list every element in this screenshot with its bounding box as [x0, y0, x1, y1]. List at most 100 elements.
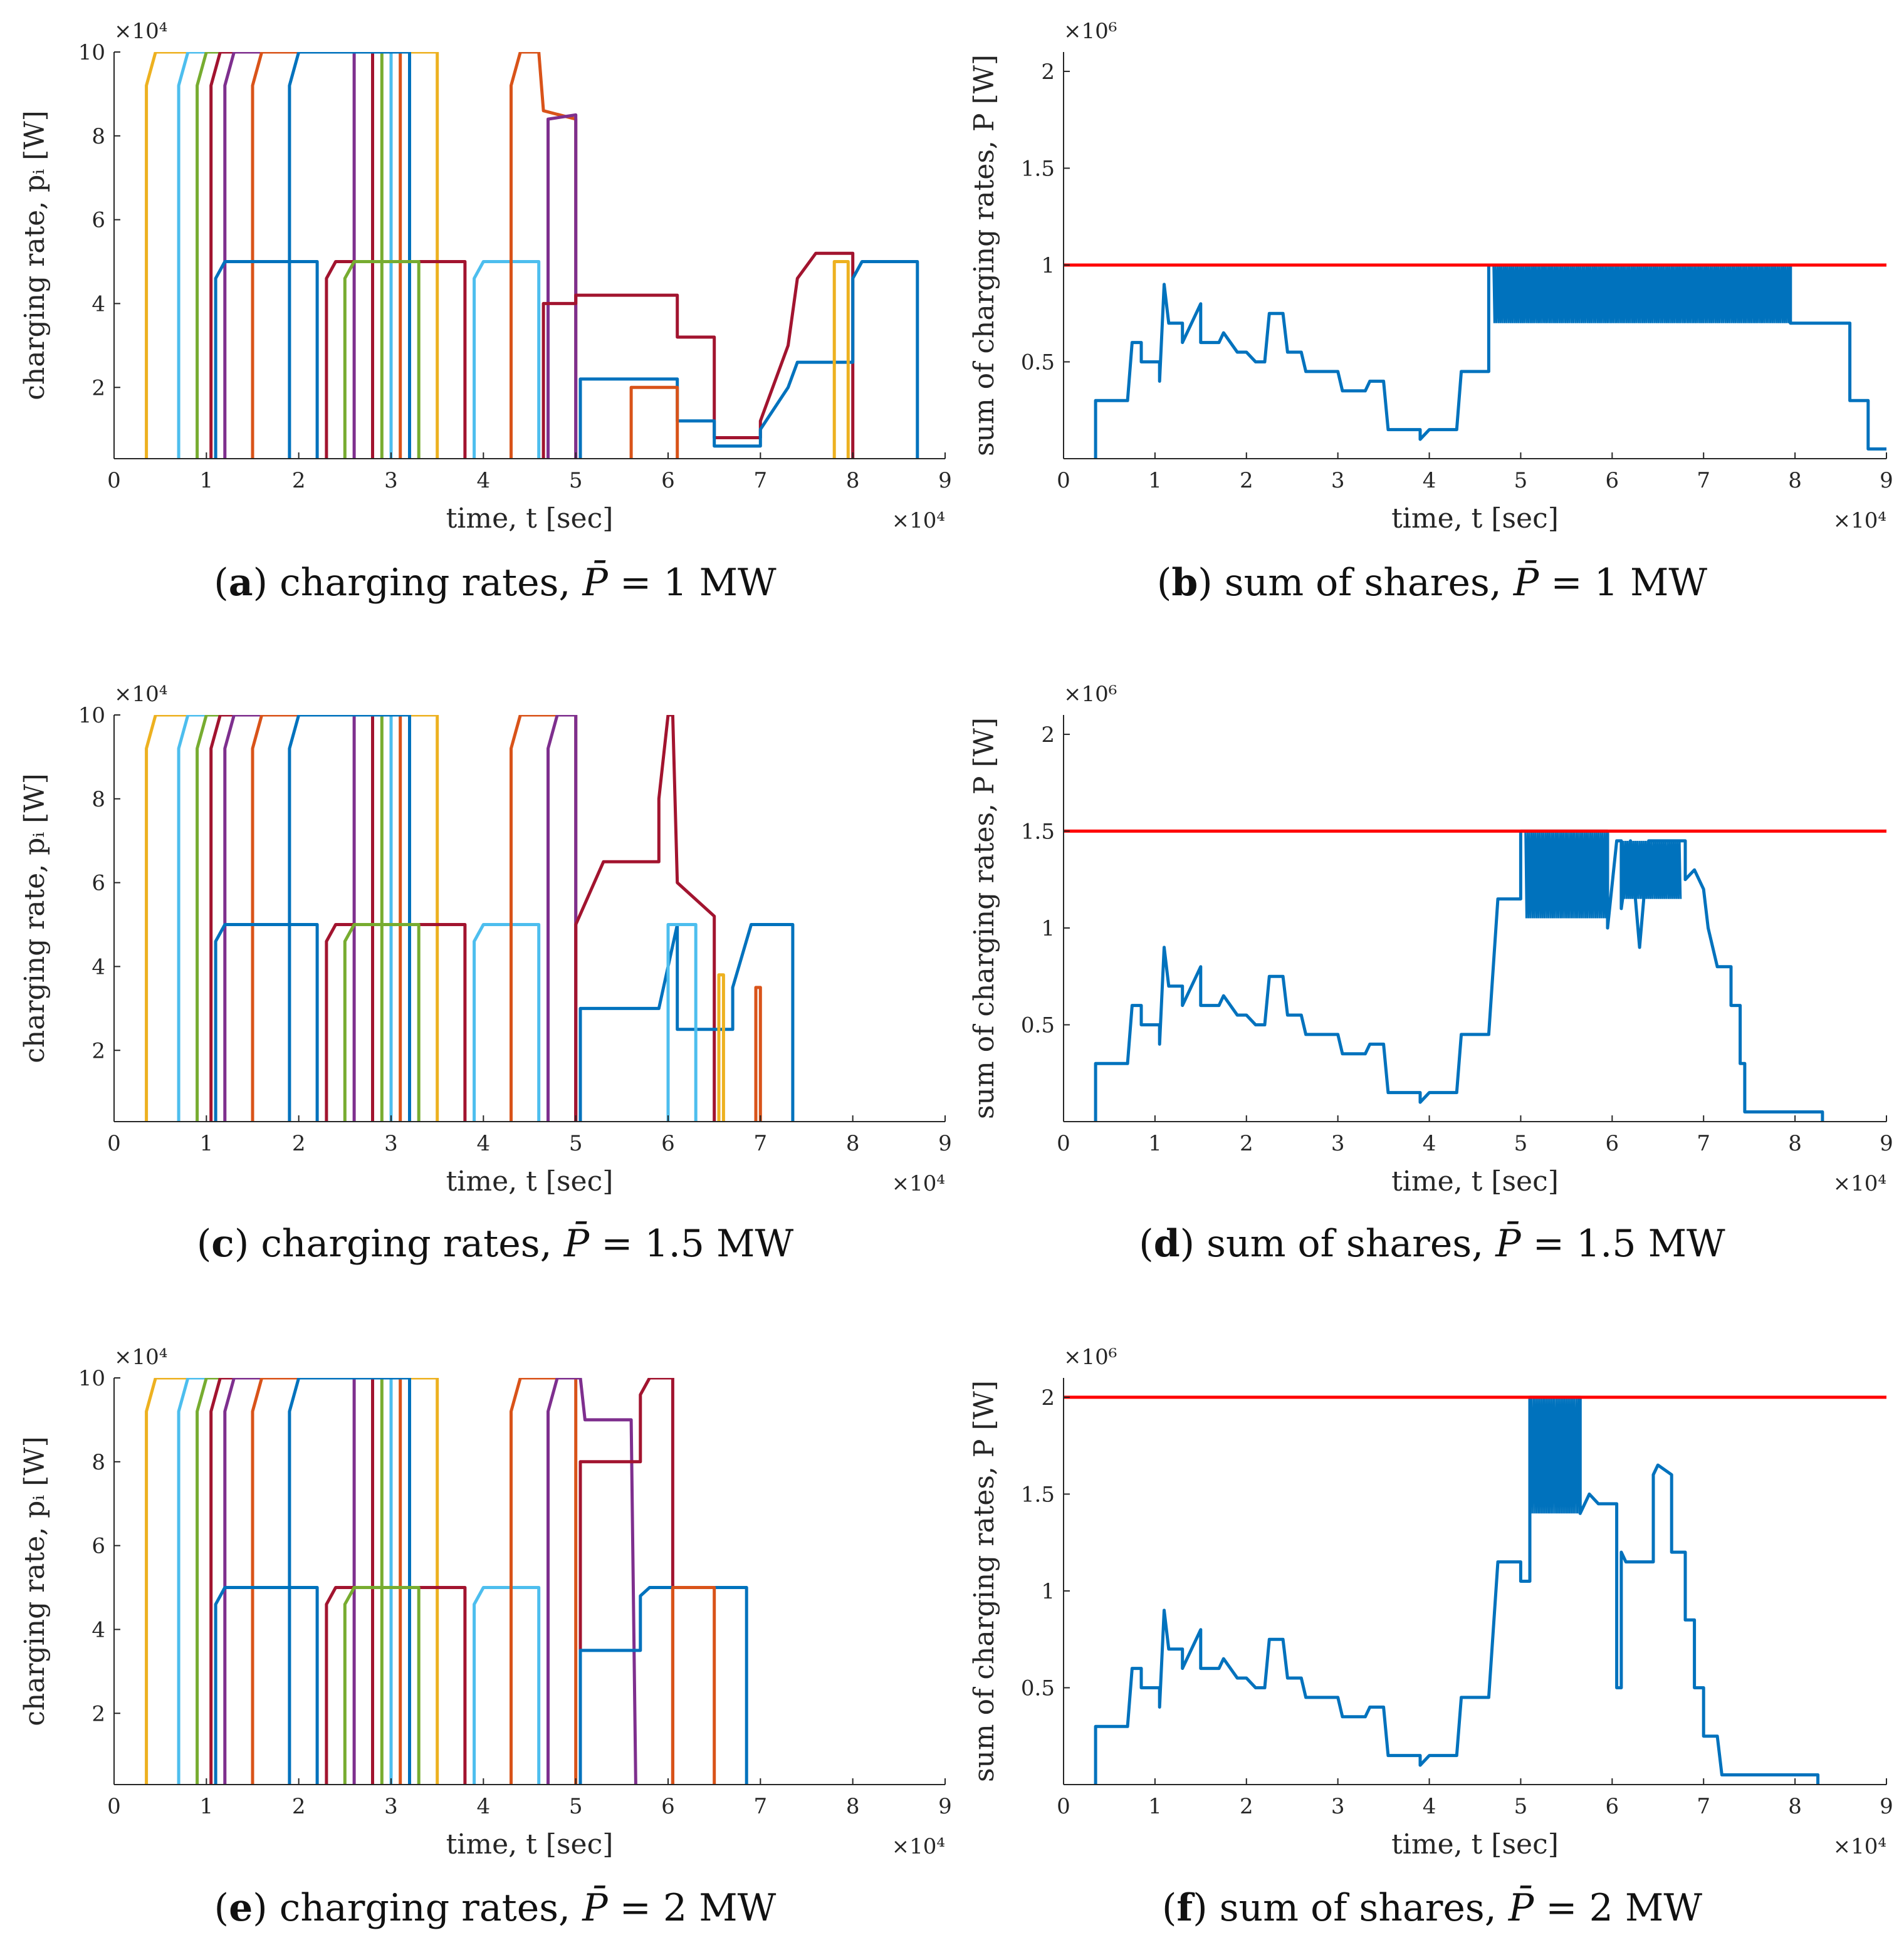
series-line-e-12: [510, 1378, 578, 1785]
series-line-a-11: [473, 260, 541, 459]
x-tick-label-f-6: 6: [1606, 1794, 1619, 1819]
series-line-c-15: [578, 923, 795, 1122]
y-tick-label-c-2: 6: [92, 871, 105, 896]
caption-letter-e: e: [229, 1886, 253, 1930]
y-tick-label-d-0: 0.5: [1021, 1013, 1055, 1038]
x-tick-label-a-9: 9: [938, 468, 952, 493]
series-line-e-1: [145, 1378, 439, 1785]
series-line-a-9: [325, 260, 467, 459]
y-tick-label-a-2: 6: [92, 208, 105, 233]
x-tick-label-a-1: 1: [200, 468, 214, 493]
caption-symbol-a: P̄: [582, 560, 609, 605]
x-tick-label-b-7: 7: [1697, 468, 1710, 493]
x-exponent-c: ×10⁴: [892, 1171, 945, 1196]
y-tick-label-a-1: 4: [92, 291, 105, 316]
series-line-d-1: [1094, 829, 1824, 1122]
series-line-a-5: [223, 52, 356, 459]
x-tick-label-d-8: 8: [1788, 1131, 1802, 1156]
x-tick-label-e-2: 2: [292, 1794, 306, 1819]
series-line-e-4: [209, 1378, 374, 1785]
series-line-c-9: [325, 923, 467, 1122]
x-tick-label-a-8: 8: [846, 468, 860, 493]
y-tick-label-c-3: 8: [92, 787, 105, 812]
panel-c: 0 1 2 3 4 5 6 7 8 9 2 4 6 8 10 ×10⁴ ×10⁴ time, t [sec] cha…: [19, 682, 952, 1266]
caption-symbol-f: P̄: [1508, 1885, 1535, 1930]
x-tick-label-b-4: 4: [1423, 468, 1436, 493]
y-tick-label-d-1: 1: [1041, 916, 1055, 941]
series-line-c-1: [145, 715, 439, 1122]
y-tick-label-b-3: 2: [1041, 60, 1055, 85]
x-tick-label-d-1: 1: [1148, 1131, 1162, 1156]
y-tick-label-e-3: 8: [92, 1450, 105, 1475]
y-axis-label-b: sum of charging rates, P [W]: [968, 55, 1000, 456]
y-tick-label-e-0: 2: [92, 1701, 105, 1726]
caption-value-e: = 2 MW: [608, 1886, 777, 1930]
caption-text-d: sum of shares,: [1206, 1222, 1495, 1266]
oscillation-band-f-0: [1529, 1397, 1581, 1514]
series-line-c-7: [288, 715, 411, 1122]
y-tick-label-f-2: 1.5: [1021, 1482, 1055, 1507]
x-tick-label-f-4: 4: [1423, 1794, 1436, 1819]
series-line-e-7: [288, 1378, 411, 1785]
caption-symbol-b: P̄: [1513, 560, 1540, 605]
panel-e: 0 1 2 3 4 5 6 7 8 9 2 4 6 8 10 ×10⁴ ×10⁴ time, t [sec] cha…: [19, 1345, 952, 1930]
y-tick-label-b-1: 1: [1041, 253, 1055, 278]
y-tick-label-f-3: 2: [1041, 1385, 1055, 1410]
plot-area-c: [145, 715, 795, 1122]
caption-letter-f: f: [1176, 1886, 1195, 1930]
x-tick-label-f-7: 7: [1697, 1794, 1710, 1819]
x-tick-label-b-9: 9: [1880, 468, 1893, 493]
caption-text-a: charging rates,: [280, 561, 582, 605]
x-tick-label-c-3: 3: [384, 1131, 398, 1156]
x-tick-label-b-5: 5: [1514, 468, 1528, 493]
caption-symbol-c: P̄: [563, 1221, 590, 1266]
y-tick-label-a-0: 2: [92, 375, 105, 400]
caption-text-f: sum of shares,: [1220, 1886, 1509, 1930]
series-line-c-16: [666, 923, 698, 1122]
y-tick-label-e-2: 6: [92, 1534, 105, 1559]
panel-d: 0 1 2 3 4 5 6 7 8 9 0.5 1 1.5 2 ×10⁶ ×10⁴ time, t [sec] s…: [968, 682, 1893, 1266]
x-tick-label-a-4: 4: [477, 468, 491, 493]
x-exponent-d: ×10⁴: [1833, 1171, 1886, 1196]
y-axis-label-e: charging rate, pᵢ [W]: [19, 1436, 51, 1726]
y-tick-label-a-3: 8: [92, 124, 105, 149]
plot-area-e: [145, 1378, 748, 1785]
series-line-e-13: [547, 1378, 637, 1785]
y-tick-label-c-1: 4: [92, 954, 105, 979]
x-tick-label-d-9: 9: [1880, 1131, 1893, 1156]
y-exponent-b: ×10⁶: [1064, 19, 1117, 44]
panel-b: 0 1 2 3 4 5 6 7 8 9 0.5 1 1.5 2 ×10⁶ ×10⁴ time, t [sec] s…: [968, 19, 1893, 605]
series-line-e-15: [578, 1586, 748, 1785]
series-line-e-8: [214, 1586, 319, 1785]
y-tick-label-e-4: 10: [78, 1366, 105, 1391]
x-tick-label-a-5: 5: [569, 468, 583, 493]
x-tick-label-f-9: 9: [1880, 1794, 1893, 1819]
x-tick-label-c-1: 1: [200, 1131, 214, 1156]
x-axis-label-d: time, t [sec]: [1391, 1165, 1559, 1197]
caption-text-c: charging rates,: [261, 1222, 563, 1266]
x-exponent-e: ×10⁴: [892, 1834, 945, 1859]
series-line-c-17: [717, 973, 725, 1122]
caption-value-d: = 1.5 MW: [1521, 1222, 1725, 1266]
x-exponent-f: ×10⁴: [1833, 1834, 1886, 1859]
series-line-f-1: [1094, 1395, 1820, 1785]
x-tick-label-f-8: 8: [1788, 1794, 1802, 1819]
y-axis-label-d: sum of charging rates, P [W]: [968, 717, 1000, 1119]
caption-value-a: = 1 MW: [608, 561, 777, 605]
x-tick-label-b-0: 0: [1057, 468, 1070, 493]
y-exponent-c: ×10⁴: [114, 682, 167, 707]
x-tick-label-d-0: 0: [1057, 1131, 1070, 1156]
x-tick-label-b-6: 6: [1606, 468, 1619, 493]
oscillation-band-b-0: [1492, 264, 1792, 323]
x-tick-label-e-6: 6: [661, 1794, 675, 1819]
x-tick-label-b-8: 8: [1788, 468, 1802, 493]
series-line-a-1: [145, 52, 439, 459]
y-tick-label-a-4: 10: [78, 40, 105, 65]
x-tick-label-e-4: 4: [477, 1794, 491, 1819]
y-exponent-a: ×10⁴: [114, 19, 167, 44]
x-tick-label-f-1: 1: [1148, 1794, 1162, 1819]
x-tick-label-d-2: 2: [1240, 1131, 1253, 1156]
series-line-c-8: [214, 923, 319, 1122]
panel-f: 0 1 2 3 4 5 6 7 8 9 0.5 1 1.5 2 ×10⁶ ×10⁴ time, t [sec] s…: [968, 1345, 1893, 1930]
